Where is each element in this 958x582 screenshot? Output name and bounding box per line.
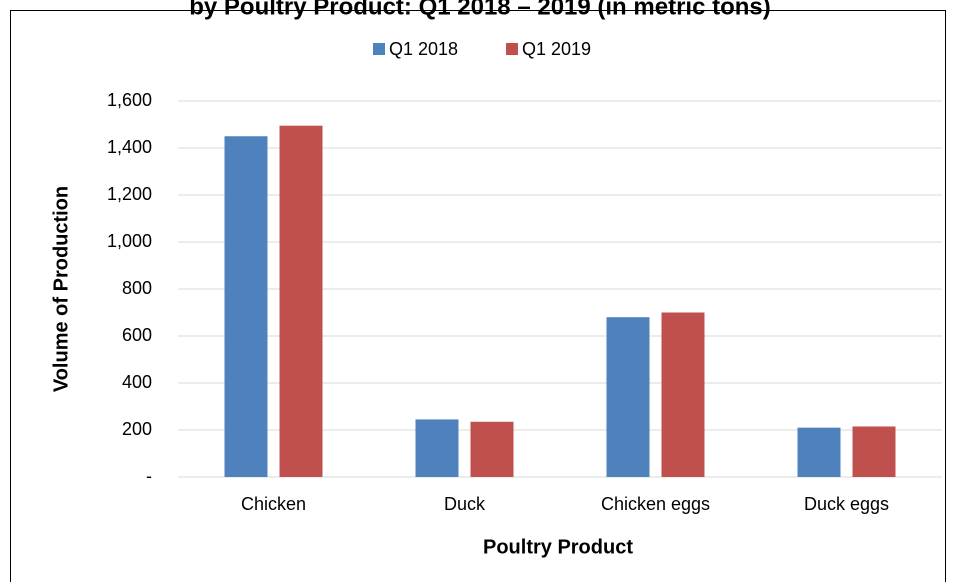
x-tick-label: Duck eggs [804, 494, 889, 514]
bar [279, 125, 323, 478]
y-tick-label: 400 [122, 372, 152, 392]
legend-label: Q1 2019 [522, 39, 591, 59]
chart-title: by Poultry Product: Q1 2018 – 2019 (in m… [189, 0, 771, 20]
y-tick-label: 200 [122, 419, 152, 439]
x-tick-label: Chicken eggs [601, 494, 710, 514]
bar [797, 427, 841, 477]
x-tick-label: Duck [444, 494, 486, 514]
bar [224, 136, 268, 477]
x-tick-label: Chicken [241, 494, 306, 514]
legend-swatch [506, 43, 518, 55]
y-tick-label: 800 [122, 278, 152, 298]
y-tick-label: 1,400 [107, 137, 152, 157]
bar [852, 426, 896, 477]
chart-frame [10, 10, 946, 582]
y-tick-label: 1,200 [107, 184, 152, 204]
y-axis-label: Volume of Production [50, 186, 72, 392]
bar [606, 317, 650, 477]
legend-swatch [373, 43, 385, 55]
bar [470, 421, 514, 477]
bar [415, 419, 459, 477]
y-tick-label: 600 [122, 325, 152, 345]
y-tick-label: 1,600 [107, 90, 152, 110]
y-tick-label: 1,000 [107, 231, 152, 251]
y-tick-label: - [146, 466, 152, 486]
bar [661, 312, 705, 477]
x-axis-label: Poultry Product [483, 536, 633, 558]
legend-label: Q1 2018 [389, 39, 458, 59]
